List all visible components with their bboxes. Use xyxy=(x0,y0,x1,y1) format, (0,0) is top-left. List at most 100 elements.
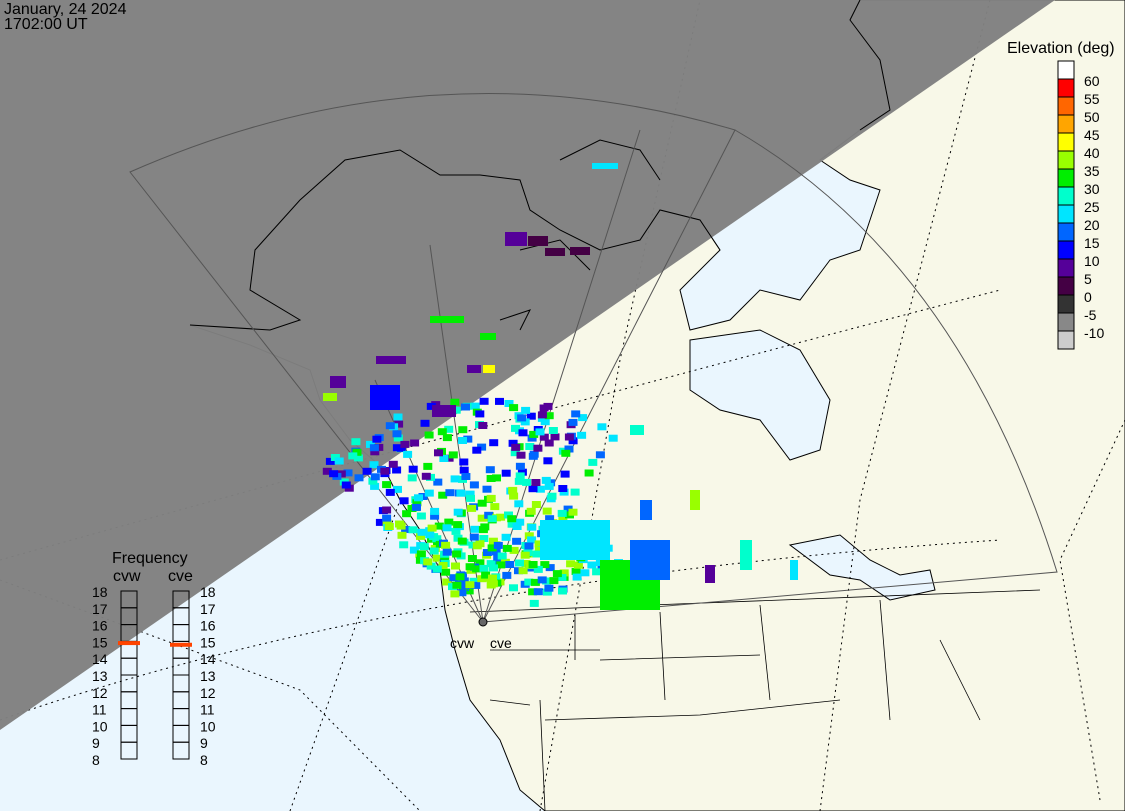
frequency-cell xyxy=(120,724,138,743)
scatter-cell xyxy=(577,431,587,439)
scatter-cell xyxy=(430,507,440,515)
legend-swatch xyxy=(1057,132,1075,152)
scatter-cell xyxy=(571,568,581,575)
scatter-cell xyxy=(424,489,434,497)
scatter-cell xyxy=(354,474,364,482)
scatter-cell xyxy=(540,561,550,569)
scatter-cell xyxy=(393,485,402,493)
scatter-cell xyxy=(426,562,436,570)
legend-swatch xyxy=(1057,150,1075,170)
radar-name-cve: cve xyxy=(168,568,193,585)
scatter-cell xyxy=(566,560,576,568)
scatter-cell xyxy=(450,590,460,598)
scatter-cell xyxy=(475,410,485,418)
scatter-cell xyxy=(537,576,547,584)
scatter-cell xyxy=(442,548,452,556)
frequency-cell xyxy=(172,724,190,743)
legend-label: 40 xyxy=(1084,145,1100,161)
scatter-cell xyxy=(452,550,462,558)
scatter-cell xyxy=(557,574,567,581)
scatter-cell xyxy=(544,412,554,420)
frequency-tick: 17 xyxy=(200,601,216,617)
scatter-cell xyxy=(341,481,351,489)
scatter-cell xyxy=(370,448,380,456)
scatter-cell xyxy=(475,559,485,567)
scatter-cell xyxy=(518,429,528,437)
legend-swatch xyxy=(1057,222,1075,242)
scatter-cell xyxy=(573,561,583,569)
scatter-cell xyxy=(459,466,469,474)
scatter-cell xyxy=(369,461,379,469)
scatter-cell xyxy=(472,542,482,550)
legend-swatch xyxy=(1057,168,1075,188)
scatter-cell xyxy=(477,514,487,522)
legend-label: 20 xyxy=(1084,217,1100,233)
frequency-cell xyxy=(120,708,138,726)
legend-label: 15 xyxy=(1084,235,1100,251)
scatter-cell xyxy=(515,518,525,526)
scatter-cell xyxy=(608,434,618,442)
scatter-cell xyxy=(525,443,535,450)
frequency-tick: 14 xyxy=(92,651,108,667)
scatter-cell xyxy=(597,423,607,431)
scatter-cell xyxy=(362,467,372,475)
scatter-cell xyxy=(542,507,552,515)
scatter-cell xyxy=(544,482,554,490)
frequency-cell xyxy=(120,657,138,676)
scatter-cell xyxy=(348,452,358,460)
legend-swatch xyxy=(1057,204,1075,224)
scatter-cell xyxy=(412,499,422,507)
scatter-cell xyxy=(351,438,361,446)
scatter-cell xyxy=(442,434,452,442)
frequency-tick: 14 xyxy=(200,651,216,667)
scatter-cell xyxy=(740,540,752,570)
scatter-cell xyxy=(517,468,527,476)
legend-label: 10 xyxy=(1084,253,1100,269)
scatter-cell xyxy=(526,412,536,420)
scatter-cell xyxy=(472,565,482,573)
radar-name-cvw: cvw xyxy=(113,568,141,585)
scatter-cell xyxy=(528,485,538,493)
frequency-tick: 12 xyxy=(92,685,108,701)
scatter-cell xyxy=(407,474,417,482)
scatter-cell xyxy=(532,550,542,558)
frequency-tick: 11 xyxy=(92,702,107,718)
scatter-cell xyxy=(527,523,537,531)
scatter-cell xyxy=(512,523,522,530)
scatter-cell xyxy=(385,488,395,496)
scatter-cell xyxy=(477,575,487,583)
scatter-cell xyxy=(450,475,460,483)
scatter-cell xyxy=(790,560,798,580)
frequency-tick: 9 xyxy=(200,735,208,751)
scatter-cell xyxy=(396,522,406,530)
frequency-tick: 13 xyxy=(200,668,216,684)
scatter-cell xyxy=(533,588,543,596)
scatter-cell xyxy=(588,458,598,466)
legend-swatch xyxy=(1057,186,1075,206)
scatter-cell xyxy=(370,385,400,410)
scatter-cell xyxy=(545,248,565,256)
frequency-cell xyxy=(172,624,190,642)
scatter-cell xyxy=(438,491,448,499)
scatter-cell xyxy=(488,574,497,582)
scatter-cell xyxy=(534,540,544,548)
scatter-cell xyxy=(584,469,594,477)
scatter-cell xyxy=(528,452,538,460)
scatter-cell xyxy=(478,526,488,534)
scatter-cell xyxy=(426,402,436,410)
scatter-cell xyxy=(530,578,540,586)
scatter-cell xyxy=(487,515,497,523)
frequency-tick: 10 xyxy=(200,718,216,734)
scatter-cell xyxy=(514,477,524,485)
frequency-cell xyxy=(172,741,190,760)
scatter-cell xyxy=(480,333,496,340)
scatter-cell xyxy=(558,485,568,492)
scatter-cell xyxy=(466,494,475,502)
scatter-cell xyxy=(488,537,498,545)
scatter-cell xyxy=(325,457,335,465)
scatter-cell xyxy=(382,506,392,514)
legend-swatch xyxy=(1057,240,1075,260)
scatter-cell xyxy=(483,365,495,373)
legend-label: 5 xyxy=(1084,271,1092,287)
